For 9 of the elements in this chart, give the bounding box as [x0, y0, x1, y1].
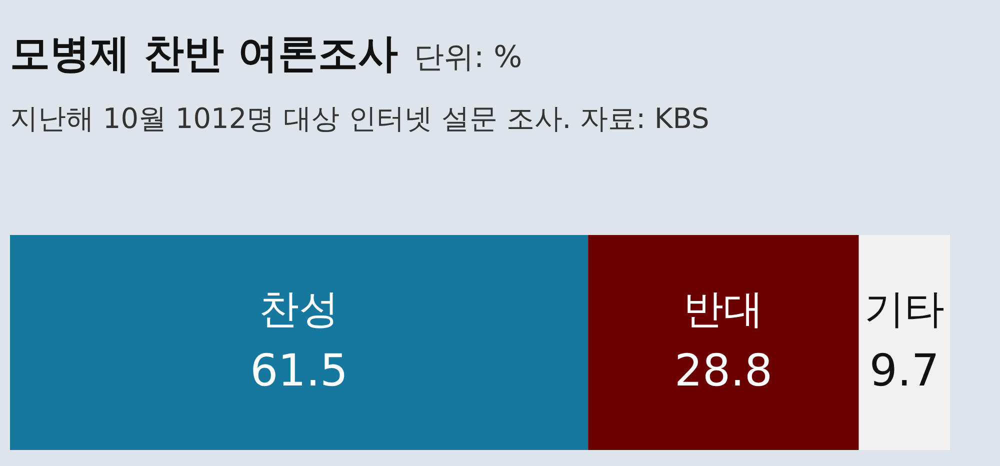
- series-label: 찬성: [259, 286, 340, 332]
- text: 단위: %: [414, 40, 522, 75]
- series-label: 기타: [864, 286, 944, 332]
- data-label: 61.5: [250, 346, 348, 396]
- chart-subtitle: 지난해 10월 1012명 대상 인터넷 설문 조사. 자료: KBS: [10, 102, 710, 135]
- data-label: 28.8: [674, 346, 772, 396]
- data-label: 9.7: [869, 346, 940, 396]
- series-label: 반대: [683, 286, 764, 332]
- chart-title: 모병제 찬반 여론조사: [10, 31, 398, 77]
